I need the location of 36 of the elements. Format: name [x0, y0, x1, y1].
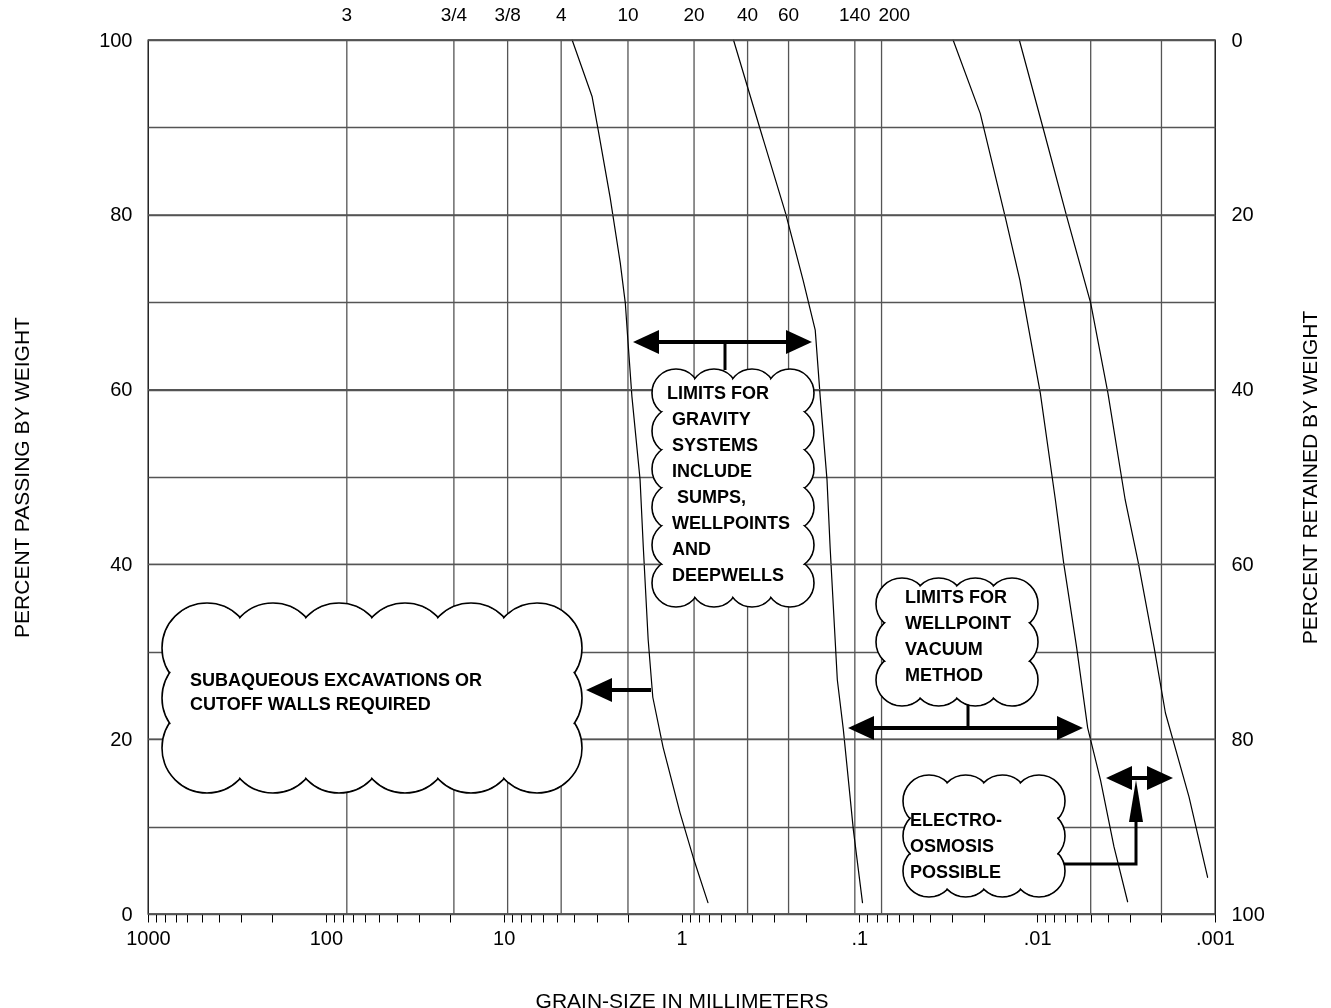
- y-tick-label: 40: [110, 552, 133, 575]
- y-tick-label: 100: [99, 28, 133, 51]
- x-tick-label: .001: [1196, 926, 1235, 949]
- annotation: SUBAQUEOUS EXCAVATIONS OR CUTOFF WALLS REQUIRED: [190, 670, 483, 714]
- y2-tick-label: 40: [1231, 378, 1254, 401]
- y2-tick-label: 100: [1231, 902, 1265, 925]
- y-tick-label: 0: [121, 902, 133, 925]
- y-tick-label: 20: [110, 727, 133, 750]
- annotation: LIMITS FOR WELLPOINT VACUUM METHOD: [905, 587, 1011, 685]
- y-axis-title: PERCENT PASSING BY WEIGHT: [9, 316, 33, 638]
- x-tick-label: 1: [676, 926, 688, 949]
- x-tick-label: .1: [851, 926, 869, 949]
- text: 3/8: [494, 4, 521, 25]
- text: 3: [341, 4, 353, 25]
- text: 10: [617, 4, 639, 25]
- x-tick-label: .01: [1023, 926, 1052, 949]
- text: 140: [838, 4, 871, 25]
- text: 200: [878, 4, 911, 25]
- text: 4: [555, 4, 567, 25]
- y2-tick-label: 80: [1231, 727, 1254, 750]
- x-tick-label: 1000: [126, 926, 171, 949]
- x-axis-title: GRAIN-SIZE IN MILLIMETERS: [535, 988, 829, 1008]
- text: 60: [778, 4, 800, 25]
- y-tick-label: 80: [110, 203, 133, 226]
- annotation: LIMITS FOR GRAVITY SYSTEMS INCLUDE SUMPS, WELLPOINTS AND DEEPWELLS: [667, 383, 790, 585]
- text: 40: [737, 4, 759, 25]
- y2-tick-label: 20: [1231, 203, 1254, 226]
- y2-tick-label: 0: [1231, 28, 1243, 51]
- text: 20: [683, 4, 705, 25]
- annotation: ELECTRO- OSMOSIS POSSIBLE: [910, 810, 1002, 882]
- y2-tick-label: 60: [1231, 552, 1254, 575]
- y-tick-label: 60: [110, 378, 133, 401]
- x-tick-label: 100: [309, 926, 344, 949]
- y2-axis-title: PERCENT RETAINED BY WEIGHT: [1297, 310, 1321, 645]
- x-tick-label: 10: [493, 926, 516, 949]
- text: 3/4: [440, 4, 468, 25]
